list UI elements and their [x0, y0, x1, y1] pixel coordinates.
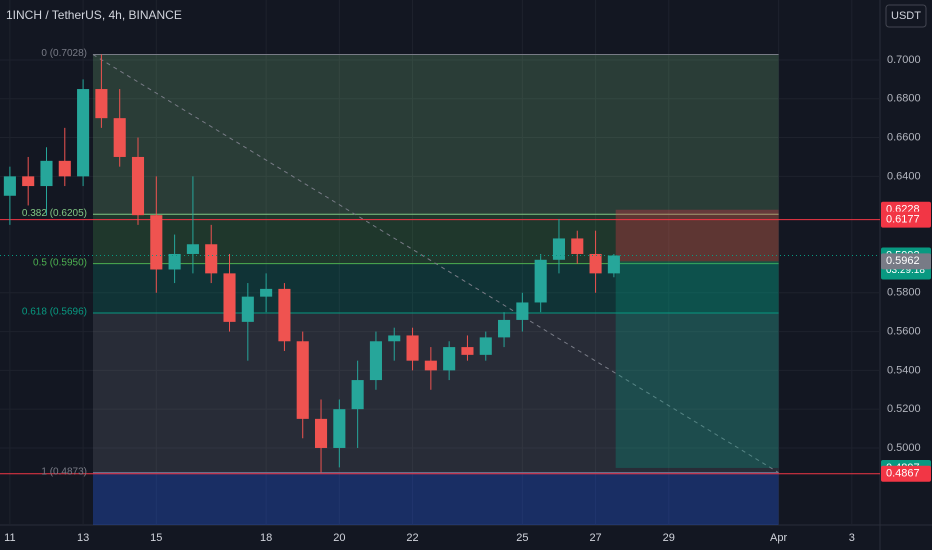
- x-tick-label: 13: [77, 532, 89, 544]
- position-stop-zone: [615, 209, 779, 262]
- fib-label: 0 (0.7028): [41, 48, 87, 59]
- candle-body: [314, 418, 328, 448]
- x-tick-label: 27: [589, 532, 601, 544]
- fib-zone: [92, 312, 779, 473]
- x-tick-label: Apr: [770, 532, 787, 544]
- y-tick-label: 0.6400: [887, 170, 921, 182]
- candle-body: [95, 89, 108, 119]
- fib-trendline: [92, 54, 779, 474]
- fib-label: 0.5 (0.5950): [33, 257, 87, 268]
- candle-body: [498, 319, 511, 338]
- chart-title: 1INCH / TetherUS, 4h, BINANCE: [6, 8, 182, 22]
- y-tick-label: 0.6800: [887, 93, 921, 105]
- candle-body: [260, 288, 273, 297]
- candle-body: [571, 238, 584, 254]
- candle-body: [479, 337, 492, 355]
- price-badge: [881, 465, 931, 482]
- candle-body: [40, 160, 53, 187]
- candle-body: [443, 347, 456, 371]
- position-target-zone: [615, 261, 779, 468]
- candle-body: [58, 160, 71, 177]
- y-tick-label: 0.7000: [887, 54, 921, 66]
- candle-body: [113, 118, 126, 157]
- y-tick-label: 0.5800: [887, 287, 921, 299]
- candle-body: [424, 360, 437, 371]
- candle-body: [22, 176, 35, 187]
- fib-label: 0.618 (0.5696): [22, 307, 87, 318]
- fib-extension: [92, 472, 779, 525]
- candle-body: [333, 409, 346, 448]
- price-badge: [881, 211, 931, 228]
- candle-body: [534, 259, 547, 303]
- x-tick-label: 11: [4, 532, 15, 544]
- price-badge-label: 0.6177: [886, 214, 920, 226]
- y-tick-label: 0.5200: [887, 403, 921, 415]
- candle-body: [150, 215, 163, 270]
- plot: [0, 0, 880, 525]
- y-tick-label: 0.5600: [887, 325, 921, 337]
- y-tick-label: 0.5000: [887, 442, 921, 454]
- candle-body: [516, 302, 529, 320]
- candle-body: [552, 238, 566, 260]
- candle-body: [223, 273, 236, 322]
- candle-body: [241, 296, 254, 322]
- candle-body: [77, 89, 90, 177]
- candle-body: [205, 244, 218, 274]
- candle-body: [351, 380, 364, 410]
- candle-body: [388, 335, 401, 342]
- candle-body: [607, 255, 620, 274]
- candle-body: [461, 347, 474, 355]
- y-tick-label: 0.5400: [887, 364, 921, 376]
- countdown: 03:29:18: [886, 265, 925, 276]
- candle-body: [589, 253, 602, 274]
- candle-body: [186, 244, 199, 254]
- x-tick-label: 18: [260, 532, 272, 544]
- x-tick-label: 25: [516, 532, 528, 544]
- price-badge-label: 0.5962: [886, 255, 920, 267]
- candle-body: [168, 253, 181, 270]
- candle-body: [131, 156, 145, 216]
- currency-button[interactable]: [885, 4, 927, 28]
- x-tick-label: 15: [150, 532, 162, 544]
- currency-label[interactable]: USDT: [891, 10, 921, 22]
- candle-body: [296, 341, 309, 419]
- x-tick-label: 20: [333, 532, 345, 544]
- x-tick-label: 22: [406, 532, 418, 544]
- candle-body: [3, 176, 16, 196]
- price-badge-label: 0.4867: [886, 468, 920, 480]
- fib-zone: [92, 54, 779, 215]
- candle-body: [369, 341, 382, 381]
- fib-label: 1 (0.4873): [41, 466, 87, 477]
- x-tick-label: 3: [849, 532, 855, 544]
- price-badge: [881, 253, 931, 270]
- fib-label: 0.382 (0.6205): [22, 208, 87, 219]
- candle-body: [278, 288, 291, 342]
- x-tick-label: 29: [663, 532, 675, 544]
- candle-body: [406, 335, 419, 361]
- y-tick-label: 0.6600: [887, 131, 921, 143]
